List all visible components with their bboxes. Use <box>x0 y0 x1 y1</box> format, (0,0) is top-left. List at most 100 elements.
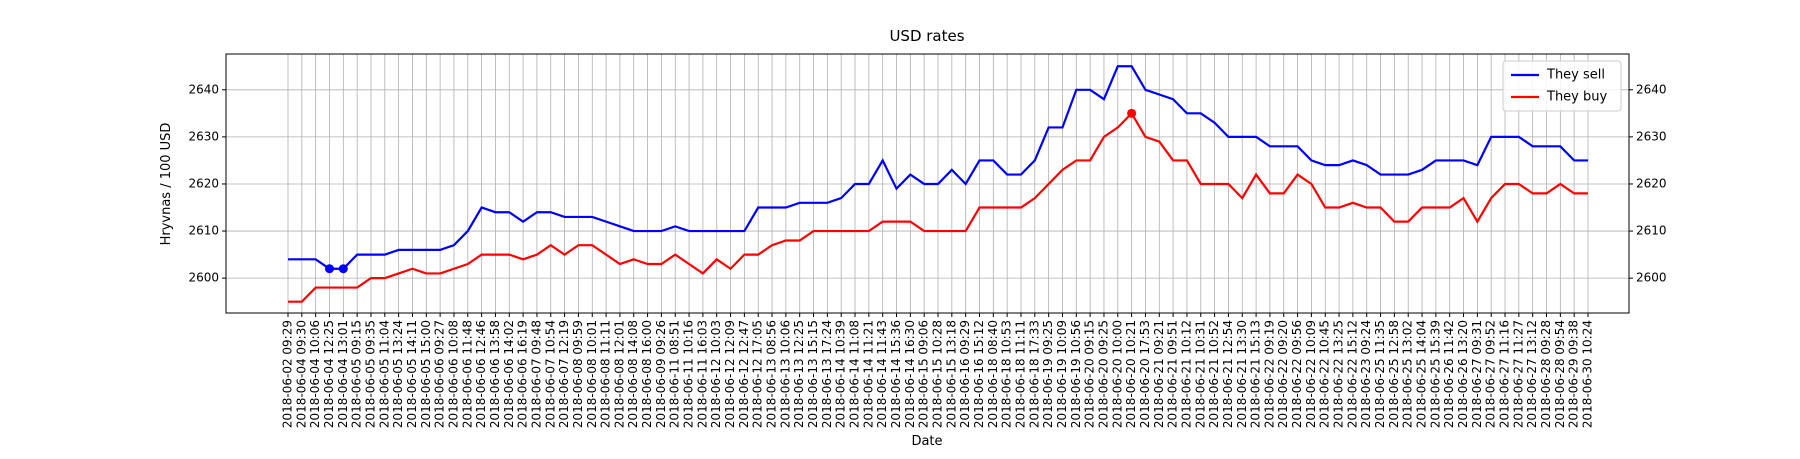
x-tick-label: 2018-06-12 10:03 <box>709 320 723 428</box>
x-tick-label: 2018-06-12 12:47 <box>737 320 751 428</box>
y-tick-label: 2620 <box>188 176 219 190</box>
y-axis-label: Hryvnas / 100 USD <box>159 123 174 246</box>
highlight-point <box>1127 108 1137 118</box>
x-tick-label: 2018-06-06 14:02 <box>502 320 516 428</box>
x-tick-label: 2018-06-05 11:04 <box>377 320 391 428</box>
y-tick-label: 2640 <box>188 82 219 96</box>
line <box>288 65 1588 270</box>
x-tick-label: 2018-06-21 10:12 <box>1179 320 1193 428</box>
x-tick-label: 2018-06-13 08:56 <box>765 320 779 428</box>
line <box>288 111 1588 303</box>
x-tick-label: 2018-06-25 13:02 <box>1401 320 1415 428</box>
x-tick-label: 2018-06-08 16:00 <box>640 320 654 428</box>
x-tick-label: 2018-06-14 10:39 <box>834 320 848 428</box>
x-tick-label: 2018-06-05 09:15 <box>350 320 364 428</box>
x-tick-label: 2018-06-21 09:51 <box>1166 320 1180 428</box>
x-tick-label: 2018-06-27 13:12 <box>1525 320 1539 428</box>
x-tick-label: 2018-06-23 09:24 <box>1359 320 1373 428</box>
x-tick-label: 2018-06-18 08:40 <box>986 320 1000 428</box>
x-tick-label: 2018-06-27 11:27 <box>1511 320 1525 428</box>
x-tick-label: 2018-06-08 12:01 <box>612 320 626 428</box>
x-tick-label: 2018-06-15 13:18 <box>944 320 958 428</box>
x-tick-label: 2018-06-14 11:08 <box>848 320 862 428</box>
x-tick-label: 2018-06-25 14:04 <box>1415 320 1429 428</box>
x-tick-label: 2018-06-18 10:53 <box>1000 320 1014 428</box>
x-tick-label: 2018-06-19 09:25 <box>1041 320 1055 428</box>
x-tick-label: 2018-06-28 09:28 <box>1539 320 1553 428</box>
x-tick-label: 2018-06-04 13:01 <box>336 320 350 428</box>
x-tick-label: 2018-06-08 14:08 <box>626 320 640 428</box>
x-tick-label: 2018-06-28 09:54 <box>1553 320 1567 428</box>
x-tick-label: 2018-06-11 08:51 <box>668 320 682 428</box>
y2-tick-label: 2600 <box>1636 271 1667 285</box>
y-tick-label: 2600 <box>188 271 219 285</box>
x-tick-label: 2018-06-07 09:48 <box>529 320 543 428</box>
x-tick-label: 2018-06-27 11:16 <box>1498 320 1512 428</box>
x-tick-label: 2018-06-13 12:25 <box>792 320 806 428</box>
x-tick-label: 2018-06-27 09:31 <box>1470 320 1484 428</box>
x-tick-label: 2018-06-06 16:19 <box>516 320 530 428</box>
x-tick-label: 2018-06-18 17:33 <box>1027 320 1041 428</box>
x-tick-label: 2018-06-20 09:15 <box>1083 320 1097 428</box>
x-tick-label: 2018-06-06 13:58 <box>488 320 502 428</box>
x-tick-label: 2018-06-04 12:25 <box>322 320 336 428</box>
chart-title: USD rates <box>889 27 964 45</box>
y-tick-label: 2630 <box>188 129 219 143</box>
x-tick-label: 2018-06-15 09:06 <box>917 320 931 428</box>
x-tick-label: 2018-06-22 10:09 <box>1304 320 1318 428</box>
y2-tick-label: 2610 <box>1636 224 1667 238</box>
highlight-point <box>324 264 334 274</box>
x-tick-label: 2018-06-22 15:12 <box>1345 320 1359 428</box>
x-tick-label: 2018-06-14 11:21 <box>861 320 875 428</box>
x-tick-label: 2018-06-12 12:09 <box>723 320 737 428</box>
x-axis-label: Date <box>911 434 942 449</box>
highlight-point <box>338 264 348 274</box>
y2-tick-label: 2630 <box>1636 129 1667 143</box>
x-tick-label: 2018-06-21 10:52 <box>1207 320 1221 428</box>
x-tick-label: 2018-06-22 09:20 <box>1276 320 1290 428</box>
x-tick-label: 2018-06-20 17:53 <box>1138 320 1152 428</box>
x-tick-label: 2018-06-20 09:25 <box>1096 320 1110 428</box>
x-tick-label: 2018-06-05 14:11 <box>405 320 419 428</box>
x-tick-label: 2018-06-11 10:16 <box>682 320 696 428</box>
x-tick-label: 2018-06-13 10:06 <box>778 320 792 428</box>
x-tick-label: 2018-06-21 09:21 <box>1152 320 1166 428</box>
x-tick-label: 2018-06-04 09:30 <box>294 320 308 428</box>
x-tick-label: 2018-06-12 17:05 <box>751 320 765 428</box>
x-tick-label: 2018-06-06 12:46 <box>474 320 488 428</box>
x-tick-label: 2018-06-06 10:08 <box>446 320 460 428</box>
x-tick-label: 2018-06-14 16:30 <box>903 320 917 428</box>
x-tick-label: 2018-06-06 11:48 <box>460 320 474 428</box>
x-tick-label: 2018-06-26 13:20 <box>1456 320 1470 428</box>
x-tick-label: 2018-06-22 09:56 <box>1290 320 1304 428</box>
legend-frame <box>1502 60 1622 112</box>
y2-tick-label: 2640 <box>1636 82 1667 96</box>
x-tick-label: 2018-06-29 09:38 <box>1567 320 1581 428</box>
x-tick-label: 2018-06-09 09:26 <box>654 320 668 428</box>
x-tick-label: 2018-06-07 12:19 <box>557 320 571 428</box>
x-tick-label: 2018-06-06 09:27 <box>433 320 447 428</box>
x-tick-label: 2018-06-05 09:35 <box>363 320 377 428</box>
x-tick-label: 2018-06-05 15:00 <box>419 320 433 428</box>
x-tick-label: 2018-06-21 12:54 <box>1221 320 1235 428</box>
x-tick-label: 2018-06-25 11:35 <box>1373 320 1387 428</box>
x-tick-label: 2018-06-25 15:39 <box>1428 320 1442 428</box>
legend-label: They buy <box>1546 90 1607 105</box>
x-tick-label: 2018-06-22 13:25 <box>1332 320 1346 428</box>
x-tick-label: 2018-06-02 09:29 <box>281 320 295 428</box>
x-tick-label: 2018-06-15 10:28 <box>931 320 945 428</box>
x-tick-label: 2018-06-21 13:30 <box>1235 320 1249 428</box>
legend-label: They sell <box>1546 68 1605 83</box>
x-tick-label: 2018-06-14 11:43 <box>875 320 889 428</box>
x-tick-label: 2018-06-30 10:24 <box>1581 320 1595 428</box>
y2-tick-label: 2620 <box>1636 176 1667 190</box>
x-tick-label: 2018-06-21 15:13 <box>1249 320 1263 428</box>
x-tick-label: 2018-06-07 10:54 <box>543 320 557 428</box>
x-tick-label: 2018-06-20 10:00 <box>1110 320 1124 428</box>
x-tick-label: 2018-06-19 10:56 <box>1069 320 1083 428</box>
x-tick-label: 2018-06-04 10:06 <box>308 320 322 428</box>
x-tick-label: 2018-06-22 09:19 <box>1262 320 1276 428</box>
x-tick-label: 2018-06-18 11:11 <box>1013 320 1027 428</box>
x-tick-label: 2018-06-13 15:15 <box>806 320 820 428</box>
